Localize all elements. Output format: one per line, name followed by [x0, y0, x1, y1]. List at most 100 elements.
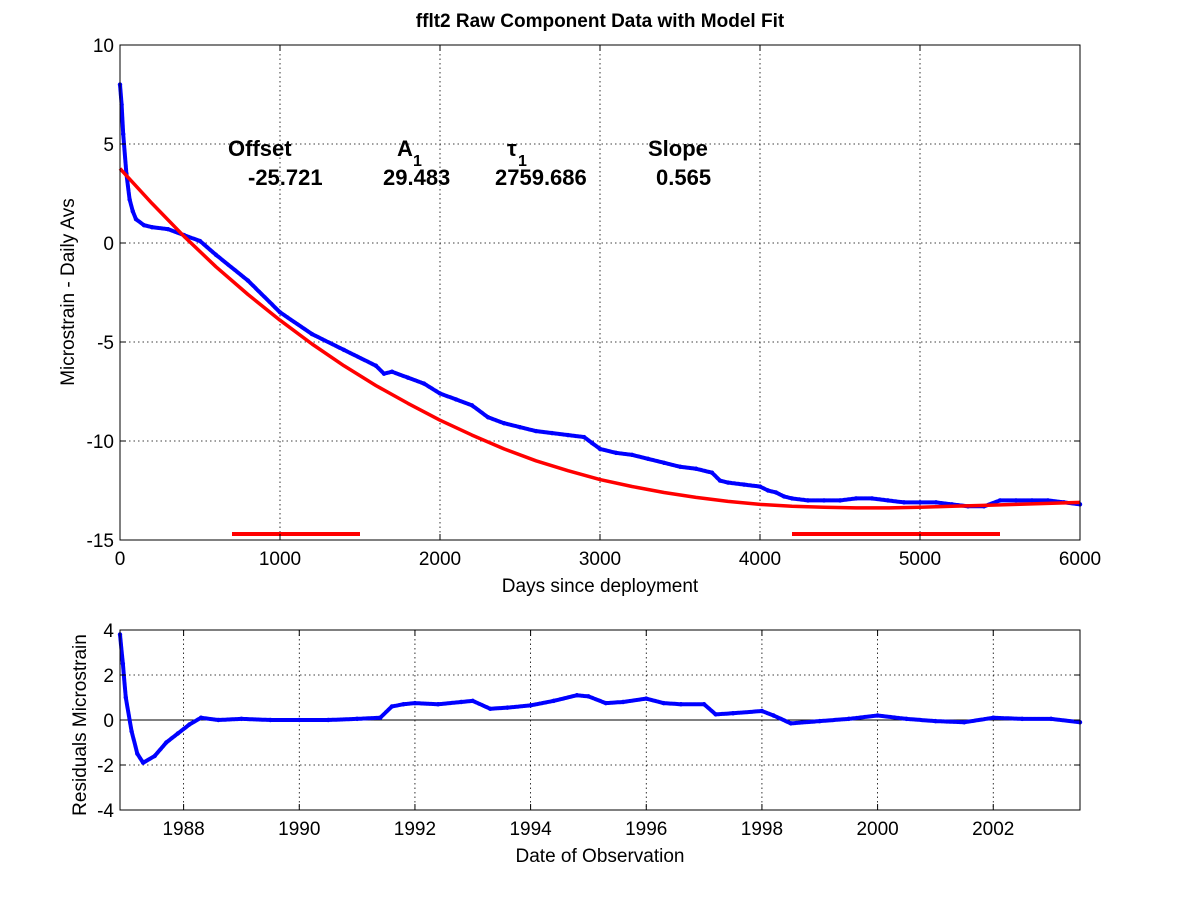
x-tick-label: 1988: [162, 819, 204, 840]
x-tick-label: 3000: [579, 549, 621, 570]
y-tick-label: 0: [103, 234, 114, 255]
data-point: [517, 424, 523, 430]
data-point: [437, 391, 443, 396]
y-tick-label: 10: [93, 36, 114, 57]
x-tick-label: 5000: [899, 549, 941, 570]
data-point: [325, 717, 331, 723]
data-point: [997, 498, 1003, 503]
top-plot: fflt2 Raw Component Data with Model Fit …: [58, 11, 1101, 597]
x-tick-label: 1998: [741, 819, 783, 840]
data-point: [197, 238, 203, 244]
data-point: [239, 716, 244, 722]
y-tick-label: -15: [87, 531, 114, 552]
tau1-value: 2759.686: [495, 165, 587, 190]
data-point: [245, 278, 251, 283]
data-point: [470, 698, 475, 704]
data-point: [175, 731, 181, 736]
x-tick-label: 4000: [739, 549, 781, 570]
data-point: [805, 498, 811, 503]
data-point: [661, 700, 666, 706]
data-point: [140, 760, 146, 765]
data-point: [837, 498, 843, 503]
y-tick-label: 2: [103, 666, 114, 687]
bottom-ticks: 1988 1990 1992 1994 1996 1998 2000 2002 -4 -2 0 2 4: [97, 621, 1080, 840]
a1-subscript: 1: [413, 153, 422, 170]
fit-parameters: Offset -25.721 A 1 29.483 τ 1 2759.686 S…: [228, 136, 711, 190]
data-point: [130, 209, 135, 214]
data-point: [789, 496, 795, 501]
data-point: [586, 694, 591, 699]
data-point: [485, 415, 491, 420]
x-tick-label: 1994: [509, 819, 552, 840]
data-point: [781, 494, 787, 499]
data-point: [962, 720, 967, 725]
data-point: [788, 721, 794, 726]
data-point: [135, 751, 140, 756]
data-point: [164, 740, 169, 745]
data-point: [309, 331, 315, 337]
top-series-layer: [117, 82, 1083, 537]
data-point: [693, 466, 699, 471]
data-point: [904, 716, 909, 722]
tau1-label: τ: [507, 136, 517, 161]
data-point: [817, 718, 822, 724]
data-point: [933, 718, 938, 724]
data-point: [853, 496, 859, 501]
data-point: [389, 369, 395, 374]
data-point: [121, 131, 126, 137]
x-tick-label: 0: [115, 549, 126, 570]
data-point: [574, 693, 580, 698]
data-point: [644, 696, 649, 701]
data-point: [629, 452, 635, 458]
data-point: [725, 480, 731, 485]
data-point: [589, 440, 595, 446]
data-point: [620, 699, 626, 705]
data-point: [901, 500, 907, 505]
data-point: [759, 708, 765, 714]
data-point: [421, 381, 427, 386]
data-point: [846, 716, 851, 722]
data-point: [277, 310, 283, 315]
data-point: [1048, 716, 1054, 722]
data-point: [268, 717, 273, 723]
x-tick-label: 2000: [419, 549, 461, 570]
data-point: [917, 500, 923, 505]
data-point: [373, 363, 379, 368]
data-point: [1013, 498, 1019, 503]
data-series-line: [118, 632, 1082, 765]
data-point: [401, 702, 406, 707]
data-point: [528, 703, 533, 708]
data-point: [885, 498, 891, 503]
offset-value: -25.721: [248, 165, 323, 190]
x-tick-label: 1992: [394, 819, 436, 840]
data-point: [435, 702, 441, 707]
data-point: [149, 224, 155, 230]
data-point: [765, 488, 771, 493]
data-point: [341, 347, 347, 353]
x-tick-label: 1990: [278, 819, 320, 840]
data-point: [152, 753, 157, 759]
data-point: [405, 375, 411, 380]
data-point: [389, 704, 395, 709]
data-point: [933, 500, 939, 505]
data-point: [713, 712, 718, 717]
x-tick-label: 1996: [625, 819, 667, 840]
data-point: [412, 700, 418, 706]
data-point: [741, 482, 747, 487]
data-point: [487, 706, 493, 711]
bottom-x-axis-label: Date of Observation: [516, 846, 685, 867]
y-tick-label: -4: [97, 801, 114, 822]
data-point: [133, 217, 139, 222]
data-point: [597, 446, 603, 452]
data-point: [1019, 716, 1025, 722]
data-point: [773, 490, 779, 495]
data-point: [678, 702, 684, 707]
data-point: [213, 252, 219, 258]
data-point: [459, 699, 464, 705]
data-point: [1045, 498, 1051, 503]
data-point: [216, 717, 221, 723]
data-point: [991, 715, 996, 720]
data-point: [378, 715, 383, 720]
data-point: [123, 695, 128, 700]
